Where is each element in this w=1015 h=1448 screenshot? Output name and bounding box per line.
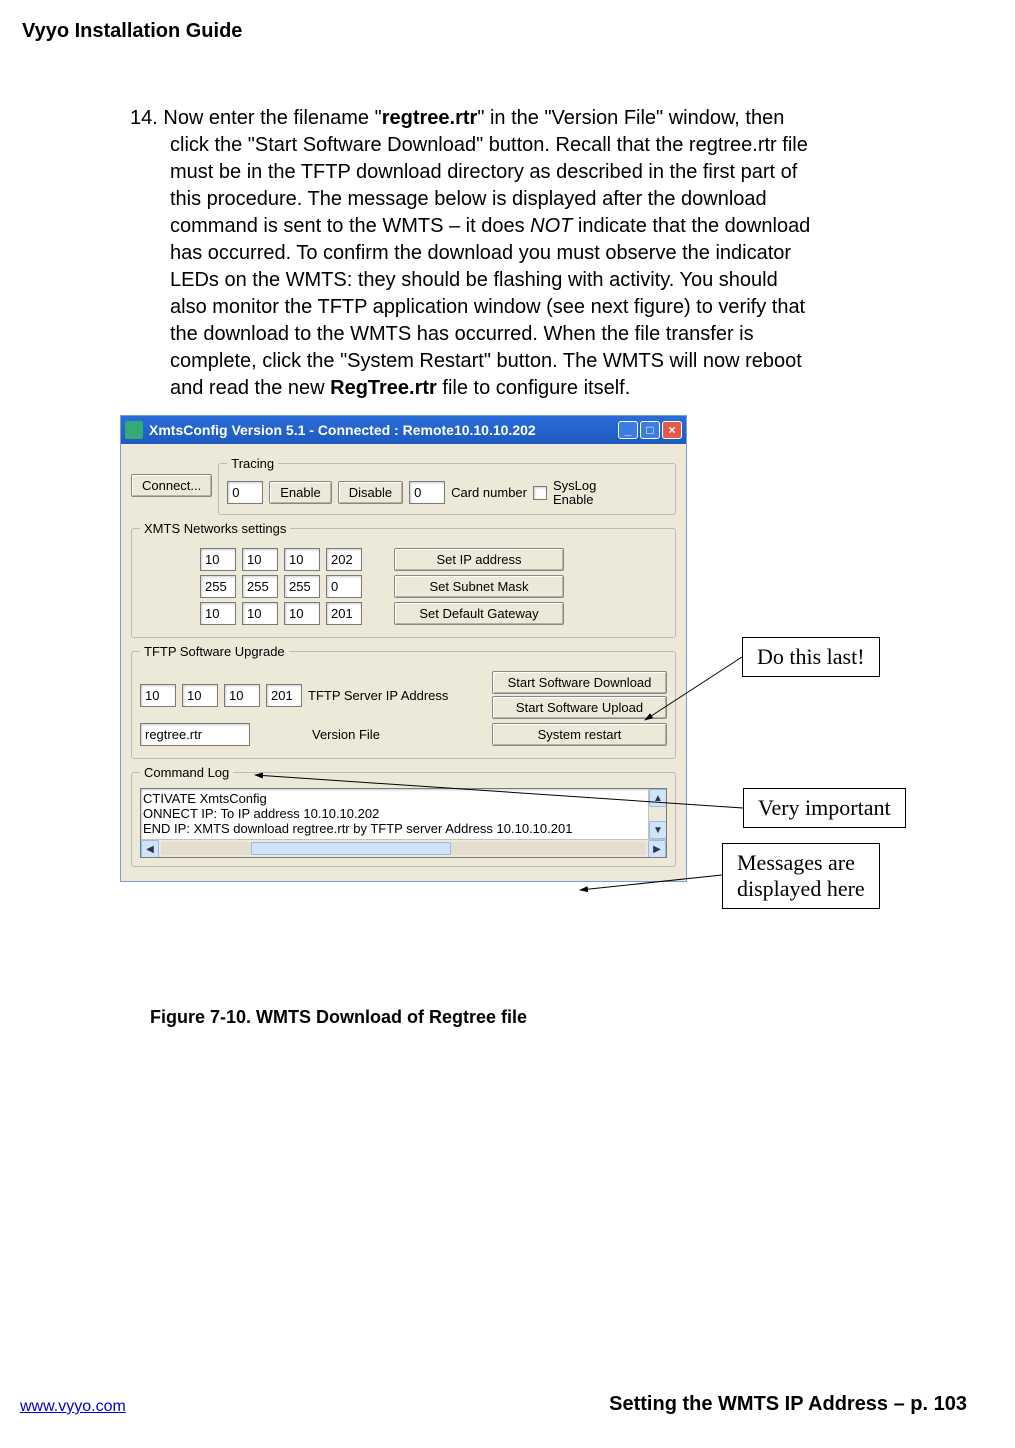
screenshot-window: XmtsConfig Version 5.1 - Connected : Rem…: [120, 415, 687, 882]
close-button[interactable]: ×: [662, 421, 682, 439]
tracing-value[interactable]: [227, 481, 263, 504]
t: also monitor the TFTP application window…: [170, 294, 890, 321]
maximize-button[interactable]: □: [640, 421, 660, 439]
enable-button[interactable]: Enable: [269, 481, 331, 504]
start-download-button[interactable]: Start Software Download: [492, 671, 667, 694]
ip-octet-4[interactable]: [326, 548, 362, 571]
command-log-legend: Command Log: [140, 765, 233, 780]
t: file to configure itself.: [437, 377, 630, 399]
app-icon: [125, 421, 143, 439]
gw-octet-2[interactable]: [242, 602, 278, 625]
card-number-label: Card number: [451, 485, 527, 500]
command-log: CTIVATE XmtsConfig ONNECT IP: To IP addr…: [140, 788, 667, 858]
t: command is sent to the WMTS – it does: [170, 215, 530, 237]
step-number: 14.: [130, 107, 158, 129]
window-title: XmtsConfig Version 5.1 - Connected : Rem…: [149, 422, 536, 438]
tftp-octet-2[interactable]: [182, 684, 218, 707]
syslog-checkbox[interactable]: [533, 486, 547, 500]
callout-do-this-last: Do this last!: [742, 637, 880, 677]
connect-button[interactable]: Connect...: [131, 474, 212, 497]
set-ip-button[interactable]: Set IP address: [394, 548, 564, 571]
ip-octet-1[interactable]: [200, 548, 236, 571]
scroll-left-icon[interactable]: ◀: [141, 840, 159, 858]
footer-url[interactable]: www.vyyo.com: [20, 1398, 126, 1416]
filename-bold: regtree.rtr: [382, 107, 478, 129]
title-bar[interactable]: XmtsConfig Version 5.1 - Connected : Rem…: [121, 416, 686, 444]
callout-messages: Messages are displayed here: [722, 843, 880, 909]
tftp-legend: TFTP Software Upgrade: [140, 644, 289, 659]
vertical-scrollbar[interactable]: ▲ ▼: [648, 789, 666, 839]
t: LEDs on the WMTS: they should be flashin…: [170, 267, 890, 294]
set-mask-button[interactable]: Set Subnet Mask: [394, 575, 564, 598]
t: Now enter the filename ": [158, 107, 382, 129]
regtree-bold: RegTree.rtr: [330, 377, 437, 399]
t: has occurred. To confirm the download yo…: [170, 240, 890, 267]
set-gateway-button[interactable]: Set Default Gateway: [394, 602, 564, 625]
mask-octet-4[interactable]: [326, 575, 362, 598]
tftp-octet-4[interactable]: [266, 684, 302, 707]
syslog-label: SysLog Enable: [553, 479, 596, 506]
t: and read the new: [170, 377, 330, 399]
page-header: Vyyo Installation Guide: [22, 20, 242, 43]
disable-button[interactable]: Disable: [338, 481, 403, 504]
log-line: ONNECT IP: To IP address 10.10.10.202: [143, 806, 664, 821]
ip-octet-2[interactable]: [242, 548, 278, 571]
not-italic: NOT: [530, 215, 572, 237]
t: command is sent to the WMTS – it does NO…: [170, 213, 890, 240]
tracing-legend: Tracing: [227, 456, 278, 471]
footer-section: Setting the WMTS IP Address – p. 103: [609, 1393, 967, 1416]
version-file-label: Version File: [312, 727, 380, 742]
log-line: END IP: XMTS download regtree.rtr by TFT…: [143, 821, 664, 836]
mask-octet-1[interactable]: [200, 575, 236, 598]
tftp-ip-label: TFTP Server IP Address: [308, 688, 448, 703]
gw-octet-1[interactable]: [200, 602, 236, 625]
t: complete, click the "System Restart" but…: [170, 348, 890, 375]
tftp-octet-3[interactable]: [224, 684, 260, 707]
ip-octet-3[interactable]: [284, 548, 320, 571]
tftp-octet-1[interactable]: [140, 684, 176, 707]
t: click the "Start Software Download" butt…: [170, 132, 890, 159]
networks-legend: XMTS Networks settings: [140, 521, 290, 536]
system-restart-button[interactable]: System restart: [492, 723, 667, 746]
t: and read the new RegTree.rtr file to con…: [170, 375, 890, 402]
version-file-input[interactable]: [140, 723, 250, 746]
log-line: CTIVATE XmtsConfig: [143, 791, 664, 806]
gw-octet-3[interactable]: [284, 602, 320, 625]
scroll-down-icon[interactable]: ▼: [649, 821, 667, 839]
scroll-right-icon[interactable]: ▶: [648, 840, 666, 858]
card-number-value[interactable]: [409, 481, 445, 504]
t: " in the "Version File" window, then: [477, 107, 784, 129]
minimize-button[interactable]: _: [618, 421, 638, 439]
start-upload-button[interactable]: Start Software Upload: [492, 696, 667, 719]
figure-caption: Figure 7-10. WMTS Download of Regtree fi…: [150, 1007, 527, 1028]
t: indicate that the download: [572, 215, 810, 237]
scroll-track[interactable]: [161, 842, 646, 855]
instruction-paragraph: 14. Now enter the filename "regtree.rtr"…: [130, 105, 890, 402]
gw-octet-4[interactable]: [326, 602, 362, 625]
window-controls: _ □ ×: [618, 421, 682, 439]
mask-octet-3[interactable]: [284, 575, 320, 598]
t: must be in the TFTP download directory a…: [170, 159, 890, 186]
mask-octet-2[interactable]: [242, 575, 278, 598]
scroll-up-icon[interactable]: ▲: [649, 789, 667, 807]
scroll-thumb[interactable]: [251, 842, 451, 855]
callout-very-important: Very important: [743, 788, 906, 828]
t: the download to the WMTS has occurred. W…: [170, 321, 890, 348]
horizontal-scrollbar[interactable]: ◀ ▶: [141, 839, 666, 857]
t: this procedure. The message below is dis…: [170, 186, 890, 213]
